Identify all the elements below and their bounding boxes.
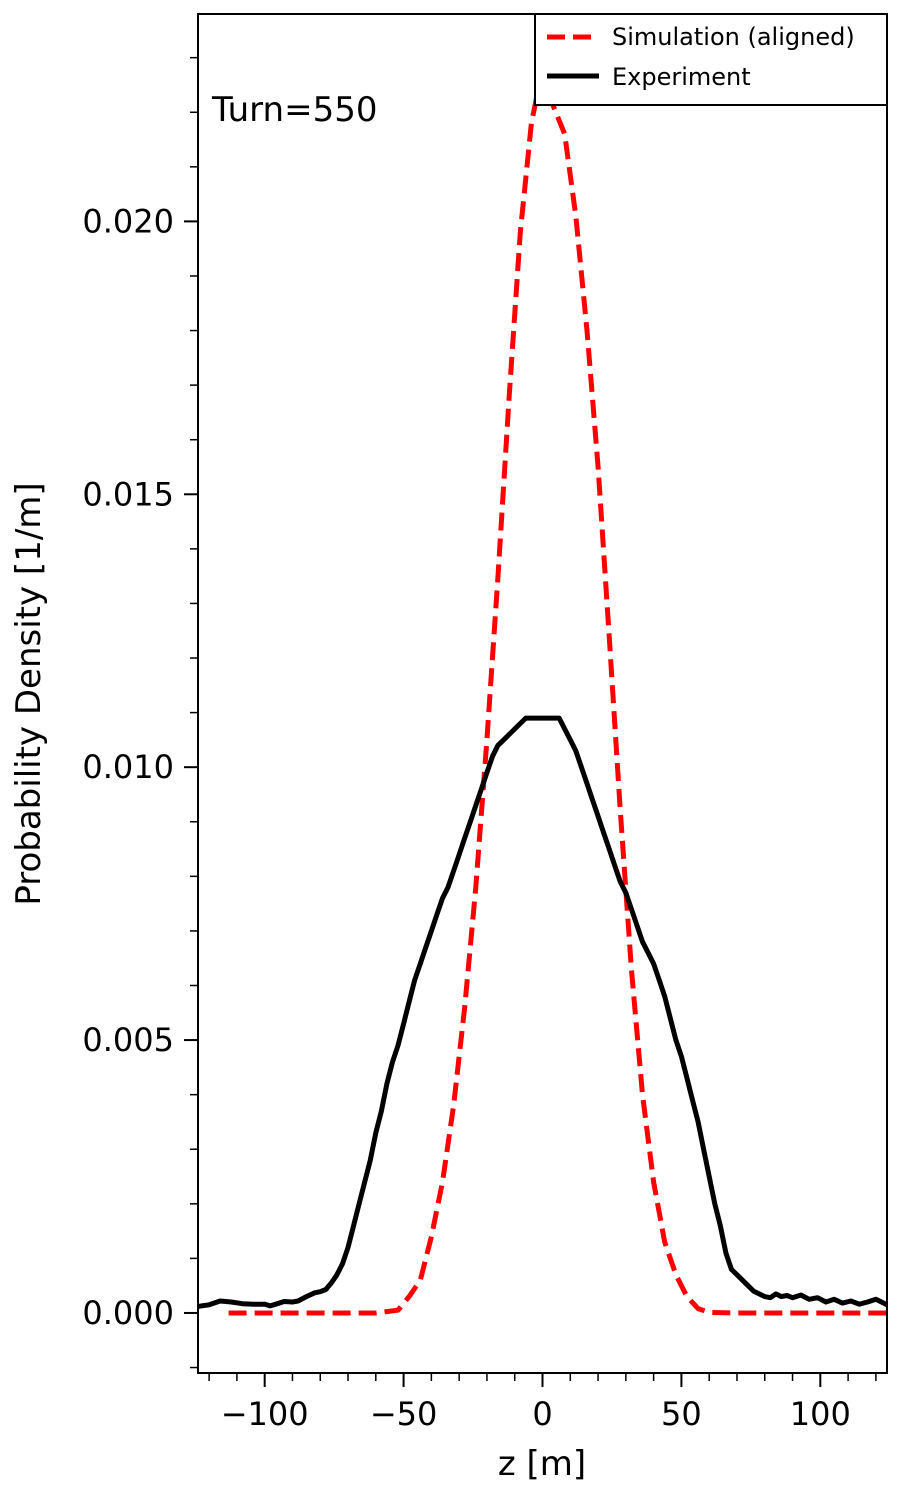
y-tick-label: 0.000 bbox=[82, 1294, 174, 1332]
x-tick-label: 100 bbox=[790, 1395, 851, 1433]
y-tick-label: 0.005 bbox=[82, 1021, 174, 1059]
y-tick-label: 0.020 bbox=[82, 202, 174, 240]
x-tick-label: 50 bbox=[661, 1395, 702, 1433]
legend-box bbox=[534, 13, 888, 106]
turn-annotation: Turn=550 bbox=[211, 90, 377, 130]
series-line-0 bbox=[228, 77, 887, 1316]
plot-lines bbox=[198, 77, 887, 1316]
x-axis-title: z [m] bbox=[498, 1444, 586, 1484]
y-axis-title: Probability Density [1/m] bbox=[9, 482, 49, 905]
plot-frame bbox=[197, 13, 888, 1374]
y-tick-label: 0.010 bbox=[82, 748, 174, 786]
series-line-1 bbox=[198, 715, 887, 1309]
x-tick-label: −100 bbox=[221, 1395, 309, 1433]
y-tick-label: 0.015 bbox=[82, 475, 174, 513]
legend: Simulation (aligned) Experiment bbox=[534, 13, 888, 106]
x-axis: −100 −50 0 50 100 bbox=[208, 1373, 877, 1433]
legend-label-simulation: Simulation (aligned) bbox=[612, 23, 855, 51]
x-tick-label: −50 bbox=[370, 1395, 438, 1433]
y-axis: 0.000 0.005 0.010 0.015 0.020 bbox=[82, 56, 198, 1369]
x-tick-label: 0 bbox=[532, 1395, 552, 1433]
legend-label-experiment: Experiment bbox=[612, 63, 751, 91]
